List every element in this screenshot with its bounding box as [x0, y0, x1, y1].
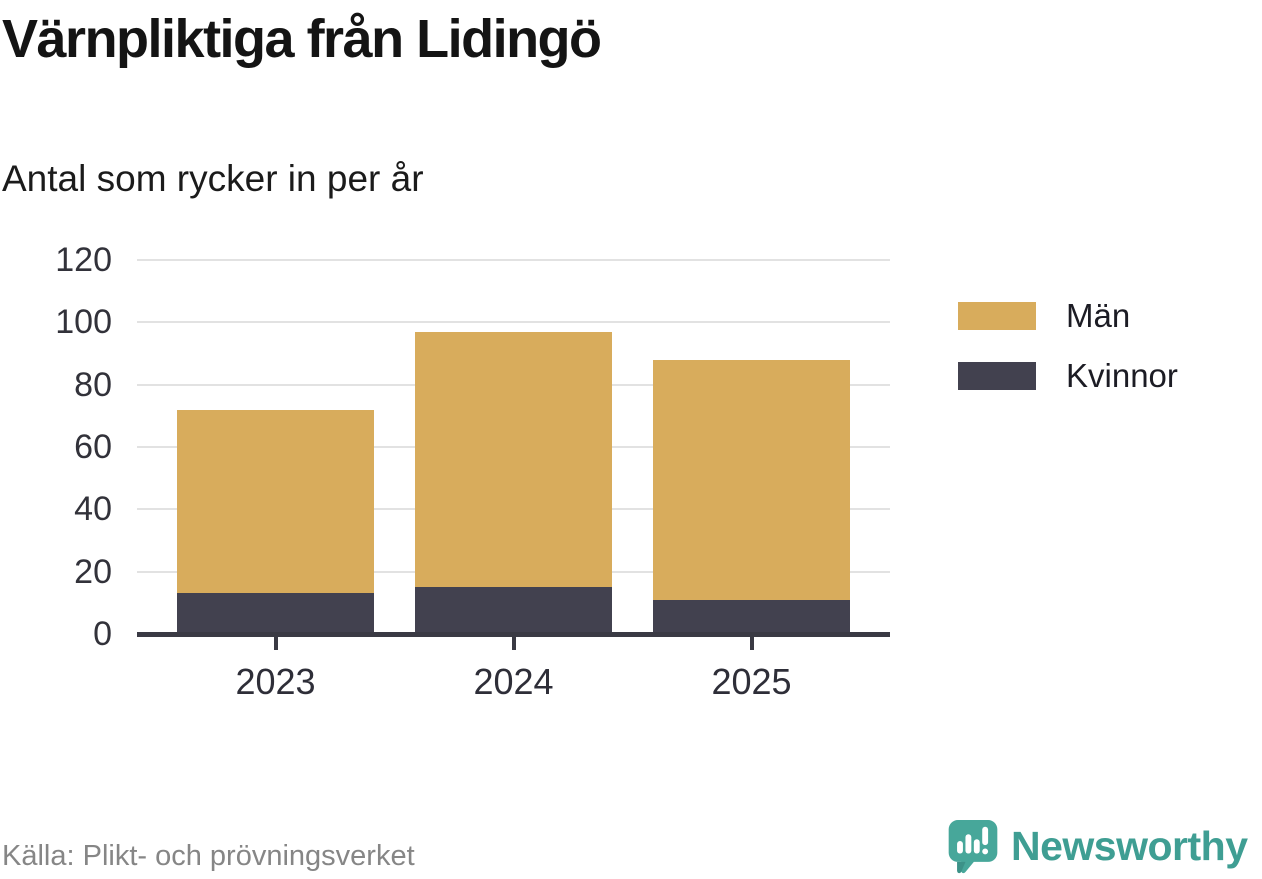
legend-item-kvinnor: Kvinnor: [958, 359, 1178, 393]
newsworthy-logo: Newsworthy: [947, 818, 1248, 874]
stacked-bar-chart: 0 20 40 60 80 100 120 2023 2024 2025: [55, 241, 890, 702]
y-axis-tick-label: 20: [74, 552, 112, 591]
y-axis-tick-label: 120: [55, 241, 112, 279]
legend-swatch: [958, 302, 1036, 330]
newsworthy-icon: [948, 820, 998, 874]
bar-segment-män: [177, 409, 374, 594]
x-axis-tick: [273, 637, 278, 650]
x-axis-label: 2024: [473, 661, 554, 702]
y-axis-tick-label: 60: [74, 428, 112, 466]
legend-label: Män: [1066, 297, 1131, 334]
gridline: [137, 321, 890, 324]
x-axis-label: 2025: [711, 661, 792, 702]
x-axis-line: [137, 632, 890, 637]
x-axis-label: 2023: [235, 661, 316, 702]
y-axis-tick-label: 100: [55, 303, 112, 342]
bar-segment-kvinnor: [415, 587, 612, 634]
y-axis-tick-label: 40: [74, 490, 112, 529]
gridline: [137, 259, 890, 261]
bar-segment-män: [415, 331, 612, 588]
bar-segment-män: [653, 359, 850, 600]
y-axis-tick-label: 0: [93, 615, 112, 653]
bar-segment-kvinnor: [177, 593, 374, 634]
chart-title: Värnpliktiga från Lidingö: [2, 9, 602, 69]
legend-item-män: Män: [958, 299, 1178, 333]
chart-subtitle: Antal som rycker in per år: [2, 158, 424, 199]
bar-segment-kvinnor: [653, 599, 850, 634]
source-note: Källa: Plikt- och prövningsverket: [2, 840, 415, 872]
x-axis-tick: [749, 637, 754, 650]
legend-label: Kvinnor: [1066, 357, 1178, 394]
legend-swatch: [958, 362, 1036, 390]
chart-legend: Män Kvinnor: [958, 299, 1178, 393]
newsworthy-wordmark: Newsworthy: [1011, 822, 1248, 869]
y-axis-tick-label: 80: [74, 365, 112, 404]
x-axis-tick: [511, 637, 516, 650]
